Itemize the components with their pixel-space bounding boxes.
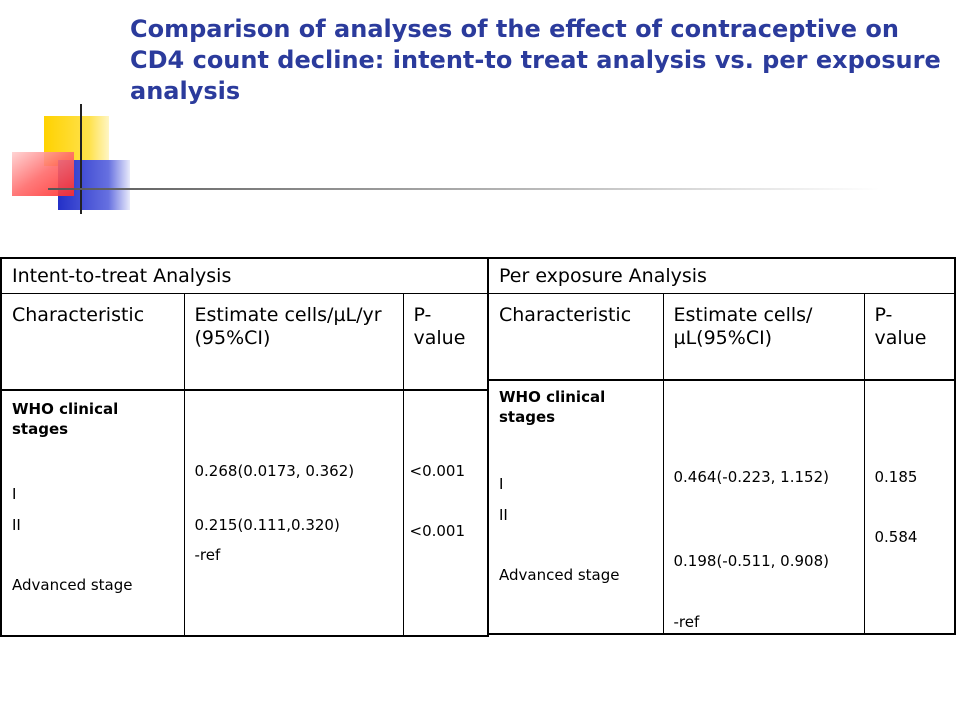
pe-row-pvalue: 0.584 [874,528,918,546]
itt-estimate-cell: 0.268(0.0173, 0.362) 0.215(0.111,0.320) … [183,389,404,637]
pe-row-pvalue: 0.185 [874,468,918,486]
itt-row-label: II [12,516,21,534]
itt-col-characteristic: Characteristic [0,293,185,391]
pe-row-estimate: 0.464(-0.223, 1.152) [673,468,829,486]
pe-col-estimate: Estimate cells/µL(95%CI) [662,293,865,381]
pe-col-characteristic: Characteristic [487,293,664,381]
pe-pvalue-cell: 0.185 0.584 [863,379,956,635]
itt-characteristic-cell: WHO clinical stages I II Advanced stage [0,389,185,637]
itt-row-pvalue: <0.001 [409,522,466,540]
itt-row-label: Advanced stage [12,576,133,594]
slide-title: Comparison of analyses of the effect of … [130,15,941,105]
itt-row-estimate: 0.268(0.0173, 0.362) [194,462,355,480]
itt-col-pvalue: P- value [402,293,489,391]
pe-row-label: I [499,475,504,493]
decorative-squares-graphic [12,104,880,214]
itt-col-estimate: Estimate cells/µL/yr (95%CI) [183,293,404,391]
itt-row-estimate: -ref [194,546,221,564]
pe-row-estimate: 0.198(-0.511, 0.908) [673,552,829,570]
pe-col-pvalue: P- value [863,293,956,381]
itt-header: Intent-to-treat Analysis [0,257,489,294]
itt-group-label: WHO clinical stages [12,400,119,438]
pe-estimate-cell: 0.464(-0.223, 1.152) 0.198(-0.511, 0.908… [662,379,865,635]
itt-row-label: I [12,485,17,503]
pe-row-label: II [499,506,508,524]
intent-to-treat-table: Intent-to-treat Analysis Characteristic … [0,257,490,637]
itt-pvalue-cell: <0.001 <0.001 [402,389,489,637]
pe-characteristic-cell: WHO clinical stages I II Advanced stage [487,379,664,635]
pe-group-label: WHO clinical stages [499,388,606,426]
pe-header: Per exposure Analysis [487,257,956,294]
per-exposure-table: Per exposure Analysis Characteristic Est… [487,257,957,635]
itt-row-pvalue: <0.001 [409,462,466,480]
pe-row-estimate: -ref [673,613,700,631]
itt-row-estimate: 0.215(0.111,0.320) [194,516,340,534]
pe-row-label: Advanced stage [499,566,620,584]
